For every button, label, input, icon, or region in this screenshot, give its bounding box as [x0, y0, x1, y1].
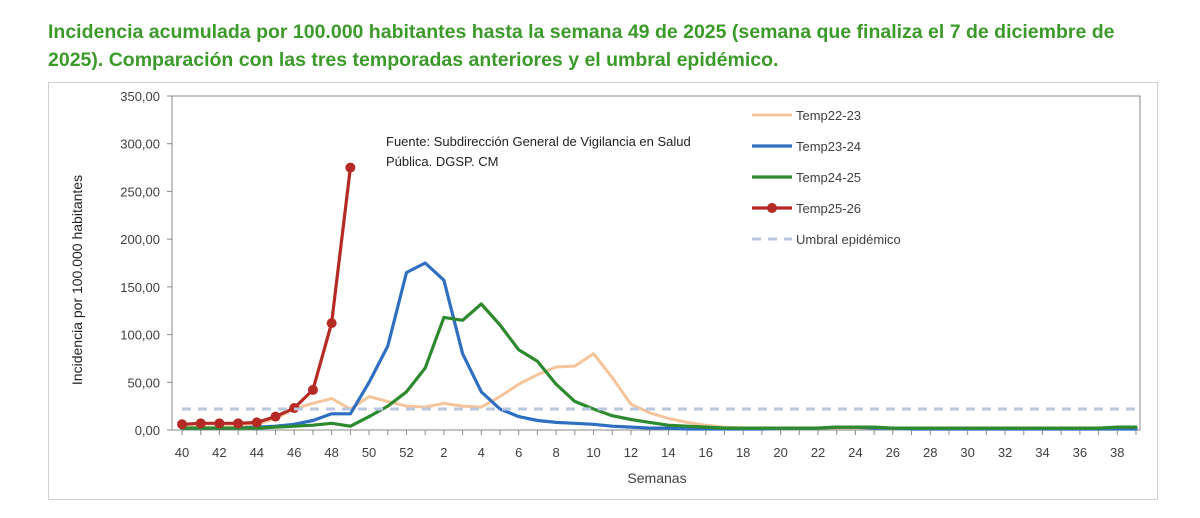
y-tick-label: 250,00	[120, 184, 160, 199]
series-point	[195, 418, 206, 429]
x-tick-label: 14	[661, 445, 675, 460]
y-tick-label: 100,00	[120, 328, 160, 343]
x-tick-label: 40	[175, 445, 189, 460]
x-tick-label: 36	[1073, 445, 1087, 460]
plot-border	[171, 95, 1141, 431]
axes: 0,00 50,00 100,00 150,00 200,00 250,00 300,00 3…	[120, 89, 1137, 460]
x-tick-label: 16	[699, 445, 713, 460]
x-tick-label: 12	[624, 445, 638, 460]
y-tick-label: 50,00	[127, 375, 160, 390]
y-tick-label: 200,00	[120, 232, 160, 247]
x-tick-label: 38	[1110, 445, 1124, 460]
x-tick-label: 30	[960, 445, 974, 460]
x-tick-label: 48	[324, 445, 338, 460]
series-point	[251, 417, 262, 428]
x-tick-label: 18	[736, 445, 750, 460]
x-tick-label: 20	[773, 445, 787, 460]
y-axis-label: Incidencia por 100.000 habitantes	[69, 175, 85, 385]
x-tick-label: 8	[553, 445, 560, 460]
legend-label: Temp23-24	[796, 139, 861, 154]
series-point	[307, 384, 318, 395]
x-tick-label: 32	[998, 445, 1012, 460]
x-tick-label: 22	[811, 445, 825, 460]
y-tick-label: 300,00	[120, 137, 160, 152]
source-annotation-line-2: Pública. DGSP. CM	[386, 154, 498, 169]
legend-label: Temp25-26	[796, 201, 861, 216]
x-tick-label: 28	[923, 445, 937, 460]
x-tick-label: 34	[1035, 445, 1049, 460]
x-tick-label: 42	[212, 445, 226, 460]
series-point	[326, 318, 337, 329]
legend-label: Umbral epidémico	[796, 232, 901, 247]
x-tick-label: 4	[478, 445, 485, 460]
series-point	[233, 418, 244, 429]
source-annotation-line-1: Fuente: Subdirección General de Vigilanc…	[386, 134, 691, 149]
chart-title: Incidencia acumulada por 100.000 habitan…	[48, 21, 1115, 71]
x-tick-label: 6	[515, 445, 522, 460]
x-tick-label: 50	[362, 445, 376, 460]
y-tick-label: 0,00	[135, 423, 160, 438]
x-tick-label: 26	[886, 445, 900, 460]
legend-label: Temp24-25	[796, 170, 861, 185]
x-tick-label: 24	[848, 445, 862, 460]
series-point	[214, 418, 225, 429]
y-tick-label: 150,00	[120, 280, 160, 295]
series-point	[270, 411, 281, 422]
legend-marker	[767, 203, 777, 213]
y-tick-label: 350,00	[120, 89, 160, 104]
x-tick-label: 46	[287, 445, 301, 460]
x-tick-label: 44	[250, 445, 264, 460]
series-line-temp24-25	[180, 302, 1138, 430]
series-point	[345, 162, 356, 173]
x-tick-label: 2	[440, 445, 447, 460]
x-tick-label: 52	[399, 445, 413, 460]
chart-frame	[48, 82, 1158, 500]
legend-label: Temp22-23	[796, 108, 861, 123]
legend: Temp22-23 Temp23-24 Temp24-25 Temp25-26 Umbr…	[752, 108, 901, 247]
series-line-temp25-26	[180, 166, 352, 426]
plot-area	[171, 95, 1141, 431]
x-axis-label: Semanas	[627, 470, 686, 486]
series-point	[177, 419, 187, 430]
x-tick-label: 10	[586, 445, 600, 460]
series-layer	[177, 162, 1138, 431]
